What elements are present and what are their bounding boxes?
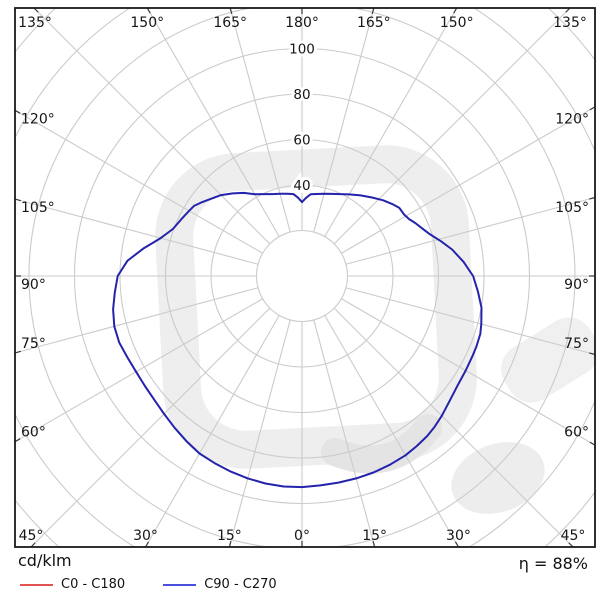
unit-label: cd/klm — [18, 551, 72, 570]
gamma-label: 105° — [555, 200, 589, 216]
gamma-label: 135° — [553, 15, 587, 31]
efficiency-value: η = 88% — [518, 554, 588, 573]
legend-entry-c0-c180: C0 - C180 — [20, 577, 125, 592]
gamma-label: 75° — [564, 336, 589, 352]
gamma-label: 120° — [555, 111, 589, 127]
gamma-label: 165° — [213, 15, 247, 31]
gamma-label: 60° — [564, 425, 589, 441]
c0-c180-line-swatch-icon — [20, 583, 53, 586]
gamma-label: 45° — [19, 528, 44, 544]
gamma-label: 90° — [564, 277, 589, 293]
radial-label: 40 — [293, 178, 310, 194]
gamma-label: 90° — [21, 277, 46, 293]
legend-label-c0-c180: C0 - C180 — [61, 577, 126, 592]
legend-label-c90-c270: C90 - C270 — [204, 577, 277, 592]
gamma-label: 105° — [21, 200, 55, 216]
radial-label: 80 — [293, 87, 310, 103]
gamma-label: 30° — [133, 528, 158, 544]
gamma-label: 45° — [561, 528, 586, 544]
watermark-logo — [155, 145, 595, 514]
radial-value-labels: 40 60 80 100 — [286, 39, 318, 198]
gamma-label: 0° — [294, 528, 310, 544]
gamma-label: 30° — [446, 528, 471, 544]
legend: C0 - C180 C90 - C270 — [20, 577, 277, 592]
gamma-label: 135° — [18, 15, 52, 31]
gamma-label: 15° — [362, 528, 387, 544]
gamma-label: 120° — [21, 111, 55, 127]
gamma-label: 180° — [285, 15, 319, 31]
curve-c90-c270 — [112, 191, 483, 489]
gamma-label: 75° — [21, 336, 46, 352]
legend-entry-c90-c270: C90 - C270 — [163, 577, 277, 592]
c90-c270-line-swatch-icon — [163, 583, 197, 586]
gamma-label: 150° — [130, 15, 164, 31]
gamma-angle-labels: 0° 15° 15° 30° 30° 45° 45° 60° 60° 75° 75° 90° 90° 10… — [18, 15, 589, 544]
radial-label: 60 — [293, 133, 310, 149]
gamma-label: 165° — [357, 15, 391, 31]
plot-frame — [14, 7, 596, 548]
gamma-label: 150° — [440, 15, 474, 31]
gamma-label: 15° — [217, 528, 242, 544]
radial-label: 100 — [289, 42, 315, 58]
gamma-label: 60° — [21, 425, 46, 441]
